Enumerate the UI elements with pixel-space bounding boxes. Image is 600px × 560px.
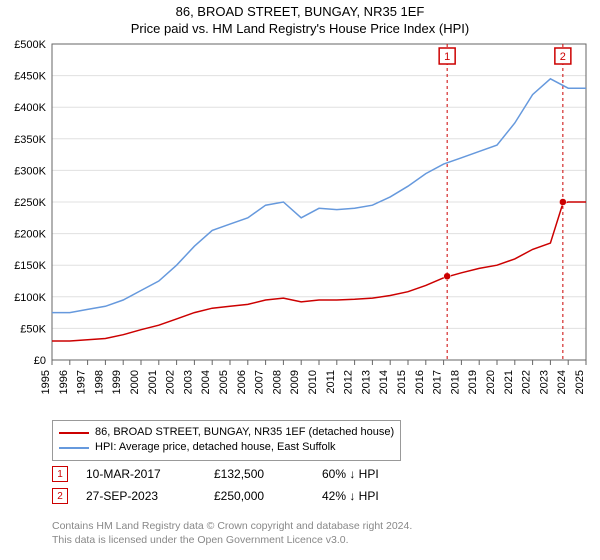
svg-text:2020: 2020 xyxy=(485,370,497,394)
svg-text:£200K: £200K xyxy=(14,229,46,241)
transaction-row: 2 27-SEP-2023 £250,000 42% ↓ HPI xyxy=(52,488,379,504)
svg-text:£400K: £400K xyxy=(14,102,46,114)
svg-text:2023: 2023 xyxy=(538,370,550,394)
svg-text:1: 1 xyxy=(444,51,450,63)
svg-text:2017: 2017 xyxy=(432,370,444,394)
svg-text:2015: 2015 xyxy=(396,370,408,394)
svg-text:1999: 1999 xyxy=(111,370,123,394)
svg-text:2006: 2006 xyxy=(236,370,248,394)
price-chart: £0 £50K £100K £150K £200K £250K £300K £350K £400… xyxy=(0,0,600,410)
svg-text:2022: 2022 xyxy=(521,370,533,394)
svg-text:2000: 2000 xyxy=(129,370,141,394)
legend-label: 86, BROAD STREET, BUNGAY, NR35 1EF (deta… xyxy=(95,425,394,440)
svg-text:1996: 1996 xyxy=(58,370,70,394)
footnote-line-2: This data is licensed under the Open Gov… xyxy=(52,534,412,548)
svg-text:£450K: £450K xyxy=(14,71,46,83)
svg-text:2021: 2021 xyxy=(503,370,515,394)
chart-legend: 86, BROAD STREET, BUNGAY, NR35 1EF (deta… xyxy=(52,420,401,461)
svg-text:2: 2 xyxy=(560,51,566,63)
svg-text:2019: 2019 xyxy=(467,370,479,394)
svg-text:2018: 2018 xyxy=(449,370,461,394)
transaction-marker: 2 xyxy=(52,488,68,504)
legend-row: HPI: Average price, detached house, East… xyxy=(59,440,394,455)
svg-text:£150K: £150K xyxy=(14,260,46,272)
transaction-date: 27-SEP-2023 xyxy=(86,489,196,503)
svg-text:2010: 2010 xyxy=(307,370,319,394)
svg-text:£50K: £50K xyxy=(20,323,46,335)
svg-text:2009: 2009 xyxy=(289,370,301,394)
footnote: Contains HM Land Registry data © Crown c… xyxy=(52,520,412,547)
svg-text:2008: 2008 xyxy=(271,370,283,394)
svg-text:1998: 1998 xyxy=(93,370,105,394)
transaction-diff: 42% ↓ HPI xyxy=(322,489,379,503)
transaction-price: £250,000 xyxy=(214,489,304,503)
legend-swatch xyxy=(59,447,89,449)
svg-text:2024: 2024 xyxy=(556,370,568,394)
svg-text:2004: 2004 xyxy=(200,370,212,394)
svg-text:£500K: £500K xyxy=(14,39,46,51)
svg-text:£350K: £350K xyxy=(14,134,46,146)
transactions-table: 1 10-MAR-2017 £132,500 60% ↓ HPI 2 27-SEP-202… xyxy=(52,466,379,510)
transaction-diff: 60% ↓ HPI xyxy=(322,467,379,481)
svg-text:2013: 2013 xyxy=(360,370,372,394)
svg-text:£300K: £300K xyxy=(14,165,46,177)
svg-text:2016: 2016 xyxy=(414,370,426,394)
svg-text:2011: 2011 xyxy=(325,370,337,394)
svg-text:£0: £0 xyxy=(34,355,46,367)
transaction-price: £132,500 xyxy=(214,467,304,481)
footnote-line-1: Contains HM Land Registry data © Crown c… xyxy=(52,520,412,534)
transaction-marker: 1 xyxy=(52,466,68,482)
svg-text:2012: 2012 xyxy=(343,370,355,394)
svg-text:2007: 2007 xyxy=(254,370,266,394)
svg-text:1997: 1997 xyxy=(76,370,88,394)
svg-text:£250K: £250K xyxy=(14,197,46,209)
svg-text:2005: 2005 xyxy=(218,370,230,394)
svg-text:2002: 2002 xyxy=(165,370,177,394)
legend-swatch xyxy=(59,432,89,434)
svg-text:2003: 2003 xyxy=(182,370,194,394)
transaction-row: 1 10-MAR-2017 £132,500 60% ↓ HPI xyxy=(52,466,379,482)
svg-text:2025: 2025 xyxy=(574,370,586,394)
legend-row: 86, BROAD STREET, BUNGAY, NR35 1EF (deta… xyxy=(59,425,394,440)
svg-text:£100K: £100K xyxy=(14,292,46,304)
svg-text:2001: 2001 xyxy=(147,370,159,394)
svg-text:1995: 1995 xyxy=(40,370,52,394)
svg-text:2014: 2014 xyxy=(378,370,390,394)
legend-label: HPI: Average price, detached house, East… xyxy=(95,440,336,455)
transaction-date: 10-MAR-2017 xyxy=(86,467,196,481)
